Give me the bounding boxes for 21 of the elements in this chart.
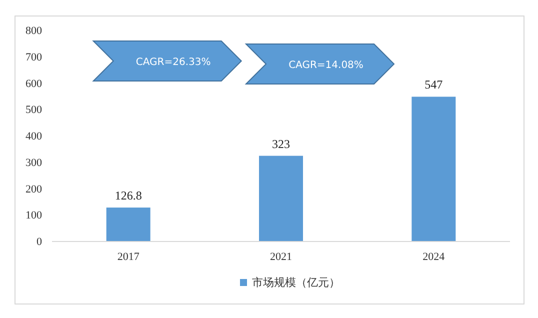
data-label: 547 <box>424 78 443 92</box>
bar <box>106 208 150 241</box>
y-tick-label: 100 <box>26 210 42 222</box>
y-tick-label: 800 <box>26 25 42 37</box>
y-tick-label: 700 <box>26 51 42 64</box>
x-tick-label: 2024 <box>422 251 446 263</box>
y-tick-label: 200 <box>26 183 42 196</box>
bar <box>412 96 456 241</box>
data-label: 323 <box>272 136 290 151</box>
y-tick-label: 400 <box>26 130 42 142</box>
x-tick-label: 2017 <box>117 251 140 263</box>
x-tick-label: 2021 <box>270 251 292 263</box>
y-tick-label: 600 <box>26 78 42 90</box>
data-label: 126.8 <box>114 188 142 203</box>
y-tick-label: 300 <box>26 156 42 169</box>
y-tick-label: 500 <box>26 104 42 116</box>
annotation: CAGR=14.08% <box>288 60 364 71</box>
annotation: CAGR=26.33% <box>136 57 211 68</box>
bar <box>259 156 303 241</box>
legend-label: 市场规模（亿元） <box>252 276 340 289</box>
y-tick-label: 0 <box>36 236 42 248</box>
